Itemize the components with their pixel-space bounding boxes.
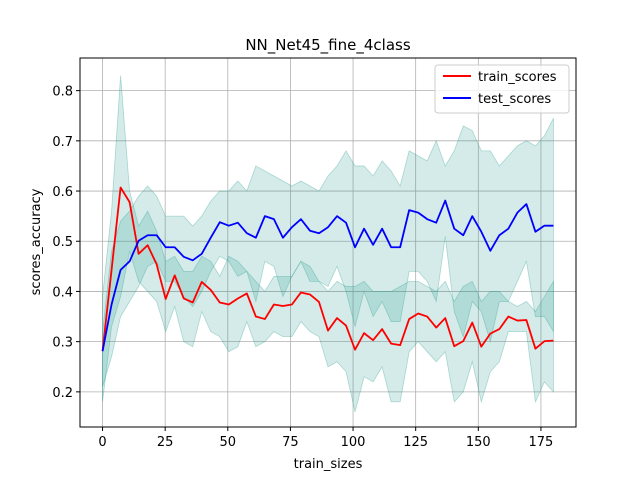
x-axis-label: train_sizes xyxy=(294,457,363,472)
test-scores-line xyxy=(101,199,554,352)
train-scores-band xyxy=(102,75,554,413)
x-tick-label: 75 xyxy=(282,435,299,450)
y-tick-label: 0.3 xyxy=(52,336,73,351)
x-tick-label: 150 xyxy=(466,435,491,450)
legend-label-train-scores: train_scores xyxy=(478,70,557,85)
chart-title: NN_Net45_fine_4class xyxy=(245,36,411,55)
x-tick-label: 0 xyxy=(98,435,106,450)
y-tick-label: 0.8 xyxy=(52,85,73,100)
y-tick-label: 0.4 xyxy=(52,285,73,300)
x-tick-label: 50 xyxy=(220,435,237,450)
y-tick-label: 0.6 xyxy=(52,185,73,200)
x-axis-ticks: 0 25 50 75 100 125 150 175 xyxy=(98,427,553,450)
x-tick-label: 100 xyxy=(341,435,366,450)
confidence-bands xyxy=(102,75,554,413)
y-tick-label: 0.2 xyxy=(52,386,73,401)
y-tick-label: 0.7 xyxy=(52,135,73,150)
train-scores-line xyxy=(101,186,554,352)
y-tick-label: 0.5 xyxy=(52,235,73,250)
legend: train_scores test_scores xyxy=(434,64,570,114)
legend-label-test-scores: test_scores xyxy=(478,92,551,107)
y-axis-label: scores_accuracy xyxy=(29,188,44,295)
x-tick-label: 25 xyxy=(157,435,174,450)
y-axis-ticks: 0.2 0.3 0.4 0.5 0.6 0.7 0.8 xyxy=(52,85,80,401)
test-scores-band xyxy=(102,118,554,387)
plot-area-frame xyxy=(79,57,577,428)
x-tick-label: 175 xyxy=(529,435,554,450)
grid xyxy=(80,58,576,427)
x-tick-label: 125 xyxy=(403,435,428,450)
series-lines xyxy=(101,186,554,352)
